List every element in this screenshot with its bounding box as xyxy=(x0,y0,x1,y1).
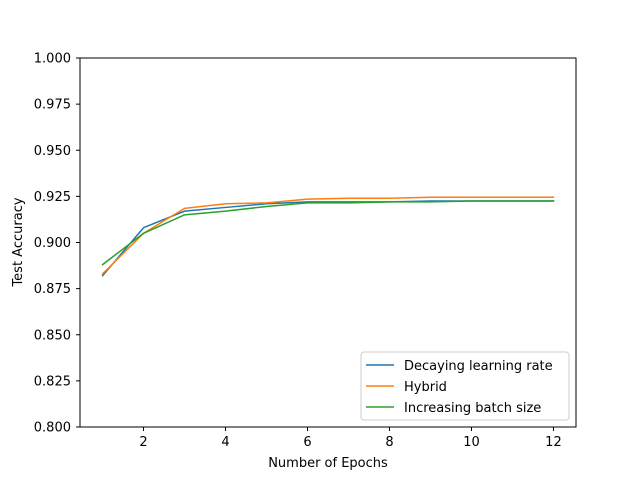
legend-label-2: Increasing batch size xyxy=(404,401,541,416)
y-tick-label: 1.000 xyxy=(34,52,71,67)
y-tick-label: 0.825 xyxy=(34,374,71,389)
y-tick-label: 0.800 xyxy=(34,421,71,436)
x-tick-label: 4 xyxy=(221,435,229,450)
legend-box xyxy=(360,351,570,421)
y-axis-label: Test Accuracy xyxy=(11,197,26,287)
series-line-1 xyxy=(101,196,555,275)
x-axis-ticks: 2 4 6 8 10 12 xyxy=(139,427,562,450)
series-lines xyxy=(101,196,555,277)
series-line-2 xyxy=(101,200,555,266)
x-axis-label: Number of Epochs xyxy=(268,456,388,471)
y-tick-label: 0.875 xyxy=(34,282,71,297)
y-tick-label: 0.975 xyxy=(34,98,71,113)
y-axis-ticks: 0.800 0.825 0.850 0.875 0.900 0.925 0.950 0.975… xyxy=(34,52,80,436)
x-tick-label: 2 xyxy=(139,435,147,450)
legend-label-1: Hybrid xyxy=(404,380,447,395)
y-tick-label: 0.925 xyxy=(34,190,71,205)
x-tick-label: 6 xyxy=(303,435,311,450)
y-tick-label: 0.900 xyxy=(34,236,71,251)
y-tick-label: 0.850 xyxy=(34,328,71,343)
x-tick-label: 10 xyxy=(463,435,480,450)
y-tick-label: 0.950 xyxy=(34,144,71,159)
legend: Decaying learning rate Hybrid Increasing b… xyxy=(360,351,570,421)
legend-label-0: Decaying learning rate xyxy=(404,359,553,374)
x-tick-label: 8 xyxy=(385,435,393,450)
x-tick-label: 12 xyxy=(545,435,562,450)
